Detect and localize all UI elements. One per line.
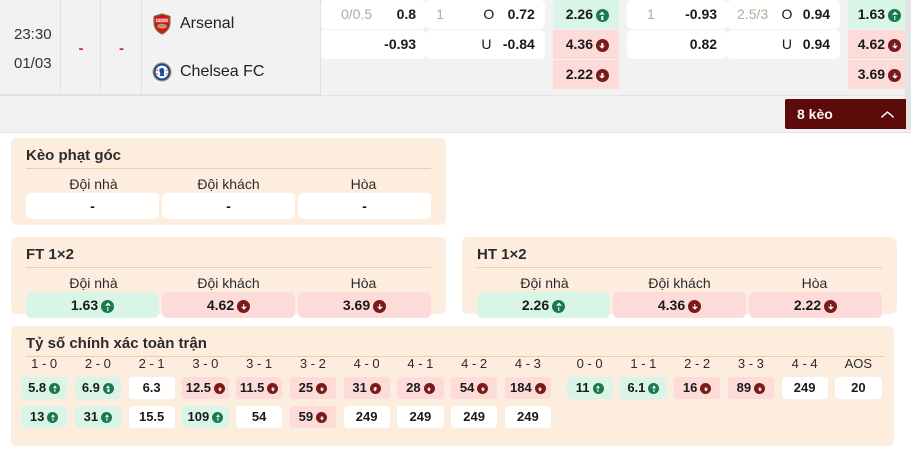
svg-text:Arsenal: Arsenal [156, 18, 168, 22]
